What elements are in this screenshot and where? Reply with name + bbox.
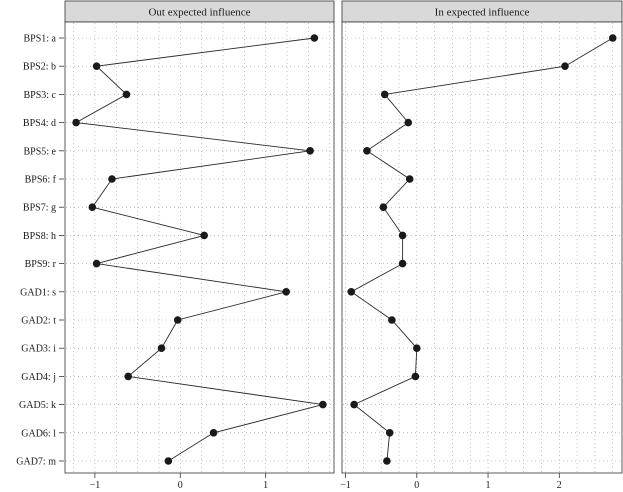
- x-tick-label: −1: [340, 480, 351, 491]
- data-point: [561, 62, 569, 70]
- data-point: [411, 372, 420, 381]
- data-point: [310, 34, 319, 42]
- panel-1: Out expected influence −1 0 1: [64, 0, 335, 491]
- data-point: [379, 203, 388, 211]
- data-point: [385, 429, 394, 437]
- y-tick-label: BPS1: a: [23, 34, 56, 45]
- data-point: [200, 231, 208, 240]
- x-tick-label: 2: [557, 480, 562, 491]
- data-point: [383, 457, 391, 465]
- x-tick-label: 1: [486, 480, 491, 491]
- data-point: [608, 34, 617, 42]
- y-tick-label: GAD3: i: [21, 344, 56, 355]
- x-tick-label: 0: [178, 480, 183, 491]
- y-tick-label: BPS5: e: [23, 146, 56, 157]
- y-tick-label: BPS7: g: [23, 203, 56, 214]
- y-tick-label: BPS9: r: [25, 259, 57, 270]
- y-tick-label: GAD5: k: [19, 400, 56, 411]
- y-tick-label: BPS8: h: [23, 231, 56, 242]
- y-tick-label: GAD2: t: [21, 316, 56, 327]
- y-tick-label: BPS6: f: [25, 175, 57, 186]
- data-point: [164, 457, 173, 465]
- data-point: [209, 429, 218, 437]
- data-point: [380, 90, 389, 99]
- panel-frame: [64, 21, 335, 474]
- data-point: [413, 344, 421, 353]
- data-point: [157, 344, 166, 353]
- y-tick-label: GAD4: j: [21, 372, 56, 383]
- data-point: [388, 316, 396, 324]
- data-point: [282, 288, 290, 296]
- data-point: [124, 372, 132, 381]
- data-point: [173, 316, 182, 324]
- data-point: [347, 288, 356, 296]
- y-tick-label: BPS3: c: [23, 90, 56, 101]
- data-point: [108, 175, 116, 183]
- data-point: [350, 400, 358, 409]
- panel-2: In expected influence −1 0 1 2: [340, 0, 623, 491]
- panel-title: In expected influence: [435, 7, 530, 19]
- y-tick-label: BPS4: d: [23, 118, 56, 129]
- y-tick-label: GAD6: l: [21, 428, 56, 439]
- data-point: [92, 259, 101, 268]
- data-point: [306, 147, 314, 155]
- panel-title: Out expected influence: [148, 7, 250, 19]
- x-tick-label: 0: [414, 480, 419, 491]
- series-line: [74, 37, 324, 462]
- data-point: [88, 203, 97, 211]
- y-tick-label: BPS2: b: [23, 62, 56, 73]
- data-point: [405, 175, 414, 183]
- data-point: [404, 118, 413, 127]
- data-point: [363, 147, 371, 155]
- data-point: [398, 231, 407, 240]
- data-point: [122, 90, 131, 99]
- y-tick-label: GAD7: m: [16, 457, 56, 468]
- y-tick-label: GAD1: s: [20, 287, 56, 298]
- panel-frame: [341, 21, 623, 474]
- data-point: [319, 400, 327, 409]
- x-tick-label: 1: [263, 480, 268, 491]
- x-tick-label: −1: [90, 480, 101, 491]
- data-point: [398, 259, 407, 268]
- data-point: [92, 62, 101, 70]
- data-point: [72, 118, 80, 127]
- series-line: [350, 37, 613, 462]
